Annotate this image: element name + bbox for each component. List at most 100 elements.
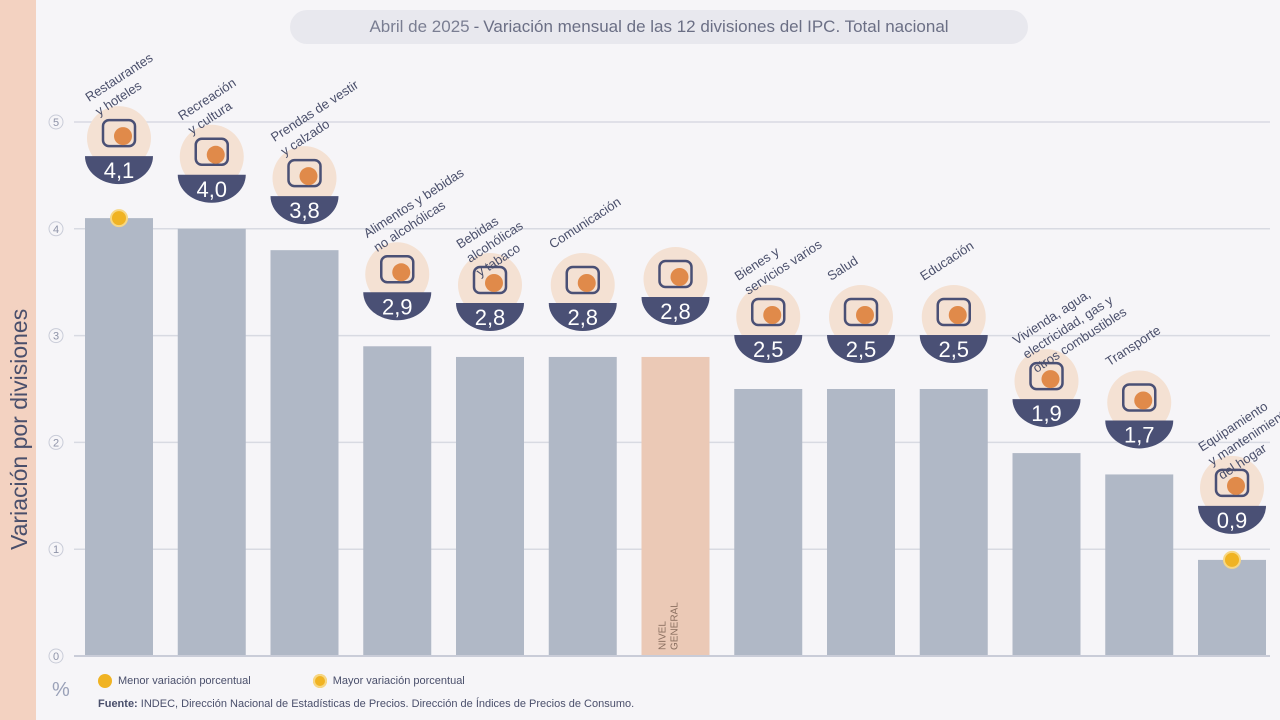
bar-9	[827, 389, 895, 656]
icon-outline	[1029, 361, 1064, 391]
legend-max-marker	[312, 674, 327, 688]
plate-cutlery-icon-glyph	[101, 118, 137, 148]
value-badge-9	[827, 335, 895, 363]
value-label-4: 2,9	[382, 294, 413, 319]
icon-accent	[392, 263, 411, 282]
icon-outline	[287, 158, 322, 188]
bar-12	[1105, 474, 1174, 656]
notebook-icon-glyph	[936, 297, 971, 327]
bar-8	[734, 389, 803, 656]
icon-outline	[751, 297, 786, 327]
value-badge-1	[85, 156, 153, 185]
icon-accent	[670, 267, 689, 286]
title-date: Abril de 2025	[369, 17, 470, 36]
icon-accent	[948, 306, 967, 324]
bar-2	[177, 228, 246, 657]
source-note: Fuente: INDEC, Dirección Nacional de Est…	[98, 698, 634, 710]
icon-outline	[936, 297, 971, 327]
value-label-6: 2,8	[567, 305, 598, 330]
category-label-12: Transporte	[1103, 322, 1163, 369]
umbrella-sun-icon-glyph	[194, 137, 229, 167]
value-label-11: 1,9	[1031, 401, 1062, 426]
legend-min-marker	[98, 674, 112, 688]
category-label-6: Comunicación	[546, 194, 623, 251]
y-tick-label-0: 0	[53, 651, 59, 663]
icon-outline	[565, 265, 600, 295]
legend-min-label: Menor variación porcentual	[118, 675, 251, 687]
icon-outline	[843, 297, 879, 327]
y-tick-bubble-1	[48, 541, 64, 557]
y-tick-label-5: 5	[53, 117, 59, 129]
food-basket-icon-glyph	[380, 255, 415, 284]
value-label-9: 2,5	[846, 337, 877, 362]
value-label-12: 1,7	[1124, 422, 1155, 447]
bar-10	[919, 389, 988, 656]
icon-accent	[1041, 370, 1060, 389]
tshirt-shoe-icon-glyph	[287, 158, 322, 188]
y-tick-label-4: 4	[53, 224, 59, 236]
legend-item-min: Menor variación porcentual	[98, 674, 251, 688]
unit-symbol: %	[52, 679, 70, 701]
value-badge-12	[1105, 420, 1174, 449]
y-tick-bubble-2	[48, 434, 64, 450]
title-separator: -	[473, 17, 480, 36]
value-badge-8	[734, 335, 803, 363]
icon-accent	[114, 127, 132, 146]
icon-outline	[194, 137, 229, 167]
value-badge-3	[270, 196, 339, 225]
bar-4	[363, 346, 432, 656]
bar-inner-label: GENERAL	[670, 602, 681, 650]
value-badge-6	[548, 302, 617, 331]
value-badge-10	[919, 335, 988, 363]
chart-title: Abril de 2025 - Variación mensual de las…	[290, 10, 1028, 44]
y-tick-label-3: 3	[53, 331, 59, 343]
category-label-9: Salud	[824, 253, 860, 284]
icon-accent	[485, 273, 503, 292]
icon-accent	[1227, 476, 1245, 495]
icon-accent	[1134, 391, 1153, 410]
y-tick-bubble-0	[48, 648, 64, 664]
source-label: Fuente:	[98, 698, 138, 710]
icon-outline	[1214, 468, 1250, 498]
bar-11	[1012, 453, 1081, 656]
title-main: Variación mensual de las 12 divisiones d…	[483, 17, 949, 36]
icon-accent	[206, 145, 225, 164]
wine-bottle-icon-glyph	[472, 265, 508, 295]
min-marker	[1223, 550, 1241, 569]
bar-3	[270, 250, 339, 656]
y-tick-label-1: 1	[53, 544, 59, 556]
bar-inner-label: NIVEL	[658, 621, 669, 650]
icon-outline	[101, 118, 137, 148]
y-tick-bubble-4	[48, 221, 64, 237]
value-label-2: 4,0	[196, 177, 227, 202]
bus-car-icon-glyph	[1122, 383, 1157, 412]
value-label-13: 0,9	[1217, 508, 1248, 533]
bar-7	[641, 356, 710, 656]
bar-1	[85, 218, 153, 656]
legend-item-max: Mayor variación porcentual	[312, 674, 465, 688]
lightbulb-plug-icon-glyph	[1029, 361, 1064, 391]
value-label-3: 3,8	[289, 198, 320, 223]
category-label-10: Educación	[917, 238, 976, 284]
bar-13	[1198, 559, 1266, 656]
icon-accent	[856, 306, 874, 324]
side-label-strip	[0, 0, 36, 720]
air-conditioner-icon-glyph	[1214, 468, 1250, 498]
icon-outline	[1122, 383, 1157, 412]
value-label-8: 2,5	[753, 337, 784, 362]
first-aid-icon-glyph	[843, 297, 879, 327]
icon-outline	[658, 259, 693, 289]
y-tick-label-2: 2	[53, 437, 59, 449]
value-badge-11	[1012, 399, 1081, 428]
value-badge-7	[641, 296, 710, 325]
value-label-7: 2,8	[660, 299, 691, 324]
y-tick-bubble-5	[48, 114, 64, 130]
value-label-5: 2,8	[475, 305, 506, 330]
legend-max-label: Mayor variación porcentual	[332, 675, 465, 687]
value-label-1: 4,1	[104, 158, 135, 183]
comb-scissors-icon-glyph	[751, 297, 786, 327]
value-badge-2	[177, 174, 246, 203]
icon-outline	[380, 255, 415, 284]
icon-accent	[763, 306, 782, 324]
